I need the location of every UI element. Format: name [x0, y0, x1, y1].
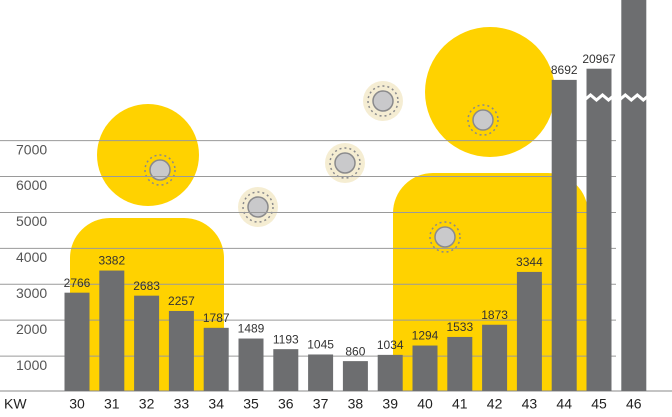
value-label: 1045	[307, 338, 334, 352]
bar	[342, 361, 368, 391]
y-tick-label: 5000	[16, 213, 47, 229]
bar	[99, 270, 125, 391]
value-label: 2766	[64, 276, 91, 290]
y-tick-label: 7000	[16, 141, 47, 157]
bar	[482, 324, 508, 391]
value-label: 3344	[516, 255, 543, 269]
x-tick-label: 38	[348, 396, 364, 412]
bar	[203, 327, 229, 391]
x-axis-label: KW	[4, 396, 27, 412]
axis-break	[583, 93, 616, 102]
x-tick-label: 46	[626, 396, 642, 412]
x-tick-label: 43	[522, 396, 538, 412]
x-tick-label: 33	[174, 396, 190, 412]
value-label: 1034	[377, 338, 404, 352]
value-label: 1193	[273, 332, 299, 346]
value-label: 2257	[168, 294, 195, 308]
axis-break	[618, 93, 651, 102]
value-label: 1533	[446, 320, 473, 334]
x-tick-label: 40	[417, 396, 433, 412]
bar	[134, 295, 160, 391]
bar	[412, 345, 438, 391]
x-tick-label: 34	[208, 396, 224, 412]
x-tick-label: 35	[243, 396, 259, 412]
value-label: 1873	[481, 308, 508, 322]
x-tick-label: 39	[382, 396, 398, 412]
x-tick-label: 37	[313, 396, 329, 412]
bar	[516, 271, 542, 391]
x-tick-label: 41	[452, 396, 468, 412]
bar	[621, 0, 647, 391]
value-label: 1787	[203, 311, 230, 325]
y-tick-label: 6000	[16, 177, 47, 193]
y-tick-label: 1000	[16, 357, 47, 373]
y-tick-label: 3000	[16, 285, 47, 301]
bar	[586, 68, 612, 391]
value-label: 20967	[582, 52, 616, 66]
bar	[308, 354, 334, 391]
bar	[551, 79, 577, 392]
value-label: 2683	[133, 279, 160, 293]
x-tick-label: 42	[487, 396, 503, 412]
x-tick-label: 45	[591, 396, 607, 412]
y-tick-label: 2000	[16, 321, 47, 337]
x-tick-label: 32	[139, 396, 155, 412]
bar	[273, 349, 299, 391]
value-label: 860	[345, 344, 365, 358]
value-label: 3382	[98, 254, 125, 268]
bar	[447, 336, 473, 391]
x-tick-label: 30	[69, 396, 85, 412]
bar	[64, 292, 90, 391]
value-label: 8692	[551, 63, 578, 77]
bar	[168, 310, 194, 391]
value-label: 1489	[238, 322, 265, 336]
bar	[238, 338, 264, 391]
x-tick-label: 36	[278, 396, 294, 412]
x-tick-label: 44	[556, 396, 572, 412]
bar	[377, 354, 403, 391]
x-tick-label: 31	[104, 396, 120, 412]
y-tick-label: 4000	[16, 249, 47, 265]
value-label: 1294	[412, 329, 439, 343]
